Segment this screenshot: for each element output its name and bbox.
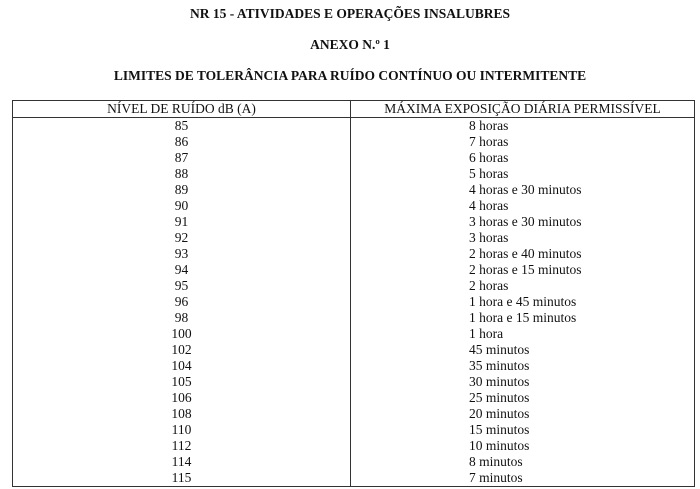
noise-level-cell: 115 xyxy=(12,470,351,487)
noise-limits-table: NÍVEL DE RUÍDO dB (A) MÁXIMA EXPOSIÇÃO D… xyxy=(12,100,695,487)
header-max-exposure: MÁXIMA EXPOSIÇÃO DIÁRIA PERMISSÍVEL xyxy=(350,100,695,118)
table-row: 88 5 horas xyxy=(12,166,695,182)
noise-level-cell: 86 xyxy=(12,134,351,150)
max-exposure-cell: 3 horas e 30 minutos xyxy=(469,214,582,229)
max-exposure-cell: 6 horas xyxy=(469,150,509,165)
table-row: 100 1 hora xyxy=(12,326,695,342)
noise-level-cell: 100 xyxy=(12,326,351,342)
max-exposure-cell: 10 minutos xyxy=(469,438,530,453)
noise-level-cell: 96 xyxy=(12,294,351,310)
max-exposure-cell: 2 horas e 15 minutos xyxy=(469,262,582,277)
table-header: NÍVEL DE RUÍDO dB (A) MÁXIMA EXPOSIÇÃO D… xyxy=(12,100,695,118)
max-exposure-cell: 2 horas xyxy=(469,278,509,293)
noise-level-cell: 85 xyxy=(12,117,351,134)
table-row: 92 3 horas xyxy=(12,230,695,246)
max-exposure-cell: 8 minutos xyxy=(469,454,523,469)
table-row: 93 2 horas e 40 minutos xyxy=(12,246,695,262)
noise-level-cell: 87 xyxy=(12,150,351,166)
noise-level-cell: 104 xyxy=(12,358,351,374)
table-row: 115 7 minutos xyxy=(12,470,695,487)
max-exposure-cell: 25 minutos xyxy=(469,390,530,405)
noise-level-cell: 91 xyxy=(12,214,351,230)
table-row: 89 4 horas e 30 minutos xyxy=(12,182,695,198)
max-exposure-cell: 4 horas xyxy=(469,198,509,213)
table-row: 112 10 minutos xyxy=(12,438,695,454)
header-noise-level: NÍVEL DE RUÍDO dB (A) xyxy=(12,100,351,118)
annex-title: ANEXO N.º 1 xyxy=(310,37,390,52)
table-row: 91 3 horas e 30 minutos xyxy=(12,214,695,230)
table-row: 108 20 minutos xyxy=(12,406,695,422)
noise-level-cell: 106 xyxy=(12,390,351,406)
table-row: 104 35 minutos xyxy=(12,358,695,374)
table-title: LIMITES DE TOLERÂNCIA PARA RUÍDO CONTÍNU… xyxy=(113,68,587,83)
max-exposure-cell: 45 minutos xyxy=(469,342,530,357)
noise-level-cell: 90 xyxy=(12,198,351,214)
max-exposure-cell: 1 hora xyxy=(469,326,504,341)
table-row: 106 25 minutos xyxy=(12,390,695,406)
table-row: 90 4 horas xyxy=(12,198,695,214)
noise-level-cell: 88 xyxy=(12,166,351,182)
max-exposure-cell: 4 horas e 30 minutos xyxy=(469,182,582,197)
noise-level-cell: 102 xyxy=(12,342,351,358)
noise-level-cell: 92 xyxy=(12,230,351,246)
max-exposure-cell: 7 horas xyxy=(469,134,509,149)
table-row: 96 1 hora e 45 minutos xyxy=(12,294,695,310)
document-title: NR 15 - ATIVIDADES E OPERAÇÕES INSALUBRE… xyxy=(189,6,511,21)
noise-level-cell: 112 xyxy=(12,438,351,454)
table-row: 87 6 horas xyxy=(12,150,695,166)
table-row: 94 2 horas e 15 minutos xyxy=(12,262,695,278)
noise-level-cell: 105 xyxy=(12,374,351,390)
table-row: 85 8 horas xyxy=(12,117,695,134)
table-row: 86 7 horas xyxy=(12,134,695,150)
table-row: 110 15 minutos xyxy=(12,422,695,438)
max-exposure-cell: 8 horas xyxy=(469,118,509,133)
max-exposure-cell: 5 horas xyxy=(469,166,509,181)
max-exposure-cell: 35 minutos xyxy=(469,358,530,373)
noise-level-cell: 89 xyxy=(12,182,351,198)
max-exposure-cell: 30 minutos xyxy=(469,374,530,389)
noise-level-cell: 94 xyxy=(12,262,351,278)
max-exposure-cell: 15 minutos xyxy=(469,422,530,437)
table-row: 98 1 hora e 15 minutos xyxy=(12,310,695,326)
table-row: 102 45 minutos xyxy=(12,342,695,358)
max-exposure-cell: 3 horas xyxy=(469,230,509,245)
noise-level-cell: 114 xyxy=(12,454,351,470)
max-exposure-cell: 2 horas e 40 minutos xyxy=(469,246,582,261)
noise-level-cell: 93 xyxy=(12,246,351,262)
table-row: 105 30 minutos xyxy=(12,374,695,390)
noise-level-cell: 95 xyxy=(12,278,351,294)
noise-level-cell: 110 xyxy=(12,422,351,438)
table-row: 114 8 minutos xyxy=(12,454,695,470)
noise-level-cell: 98 xyxy=(12,310,351,326)
max-exposure-cell: 20 minutos xyxy=(469,406,530,421)
table-row: 95 2 horas xyxy=(12,278,695,294)
noise-level-cell: 108 xyxy=(12,406,351,422)
max-exposure-cell: 1 hora e 45 minutos xyxy=(469,294,577,309)
max-exposure-cell: 7 minutos xyxy=(469,470,523,485)
max-exposure-cell: 1 hora e 15 minutos xyxy=(469,310,577,325)
